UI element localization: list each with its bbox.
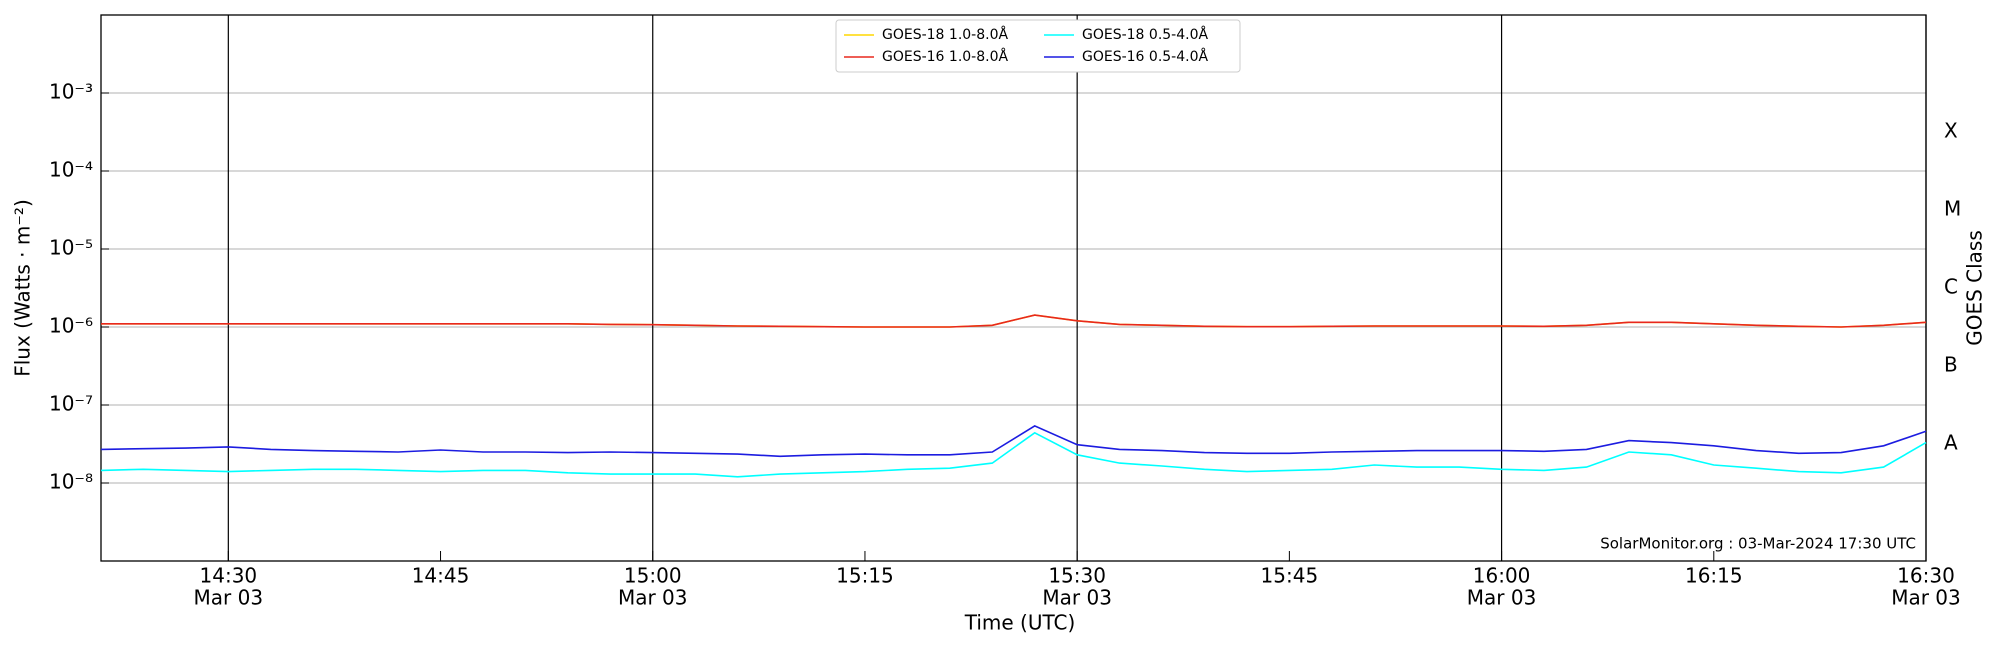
y-tick-label: 10⁻⁴ — [49, 158, 93, 182]
legend-label: GOES-16 1.0-8.0Å — [882, 48, 1008, 65]
y-tick-label: 10⁻³ — [49, 80, 93, 104]
x-tick-label: 15:45 — [1261, 564, 1319, 588]
x-tick-label: 16:00 — [1473, 564, 1531, 588]
legend-label: GOES-18 1.0-8.0Å — [882, 26, 1008, 43]
y-tick-label: 10⁻⁸ — [49, 470, 93, 494]
y2-tick-label: X — [1944, 119, 1958, 143]
legend-label: GOES-18 0.5-4.0Å — [1082, 26, 1208, 43]
y2-axis-label: GOES Class — [1963, 230, 1987, 346]
x-tick-label: 15:00 — [624, 564, 682, 588]
x-tick-label: 15:15 — [836, 564, 894, 588]
y2-tick-label: C — [1944, 275, 1958, 299]
legend-label: GOES-16 0.5-4.0Å — [1082, 48, 1208, 65]
y-tick-label: 10⁻⁷ — [49, 392, 93, 416]
x-axis-label: Time (UTC) — [964, 611, 1076, 635]
plot-frame — [100, 14, 1927, 562]
legend-box — [835, 19, 1241, 73]
x-tick-label: 16:30 — [1897, 564, 1955, 588]
series-line — [101, 314, 1927, 328]
legend: GOES-18 1.0-8.0Å GOES-16 1.0-8.0Å GOES-18 … — [835, 19, 1241, 73]
x-tick-date: Mar 03 — [194, 586, 264, 610]
y2-tick-label: B — [1944, 353, 1958, 377]
y-axis-label: Flux (Watts · m⁻²) — [11, 199, 35, 377]
y-tick-label: 10⁻⁵ — [49, 236, 93, 260]
series-line — [100, 431, 1927, 478]
x-tick-label: 14:30 — [200, 564, 258, 588]
y-tick-label: 10⁻⁶ — [49, 314, 93, 338]
x-tick-label: 14:45 — [412, 564, 470, 588]
x-tick-date: Mar 03 — [618, 586, 688, 610]
series-line — [100, 424, 1927, 458]
y2-tick-label: M — [1944, 197, 1961, 221]
x-tick-date: Mar 03 — [1891, 586, 1961, 610]
x-tick-label: 15:30 — [1048, 564, 1106, 588]
series-line — [101, 314, 1927, 328]
x-tick-label: 16:15 — [1685, 564, 1743, 588]
x-tick-date: Mar 03 — [1042, 586, 1112, 610]
x-tick-date: Mar 03 — [1467, 586, 1537, 610]
annotation: SolarMonitor.org : 03-Mar-2024 17:30 UTC — [1600, 535, 1916, 553]
y2-tick-label: A — [1944, 431, 1958, 455]
